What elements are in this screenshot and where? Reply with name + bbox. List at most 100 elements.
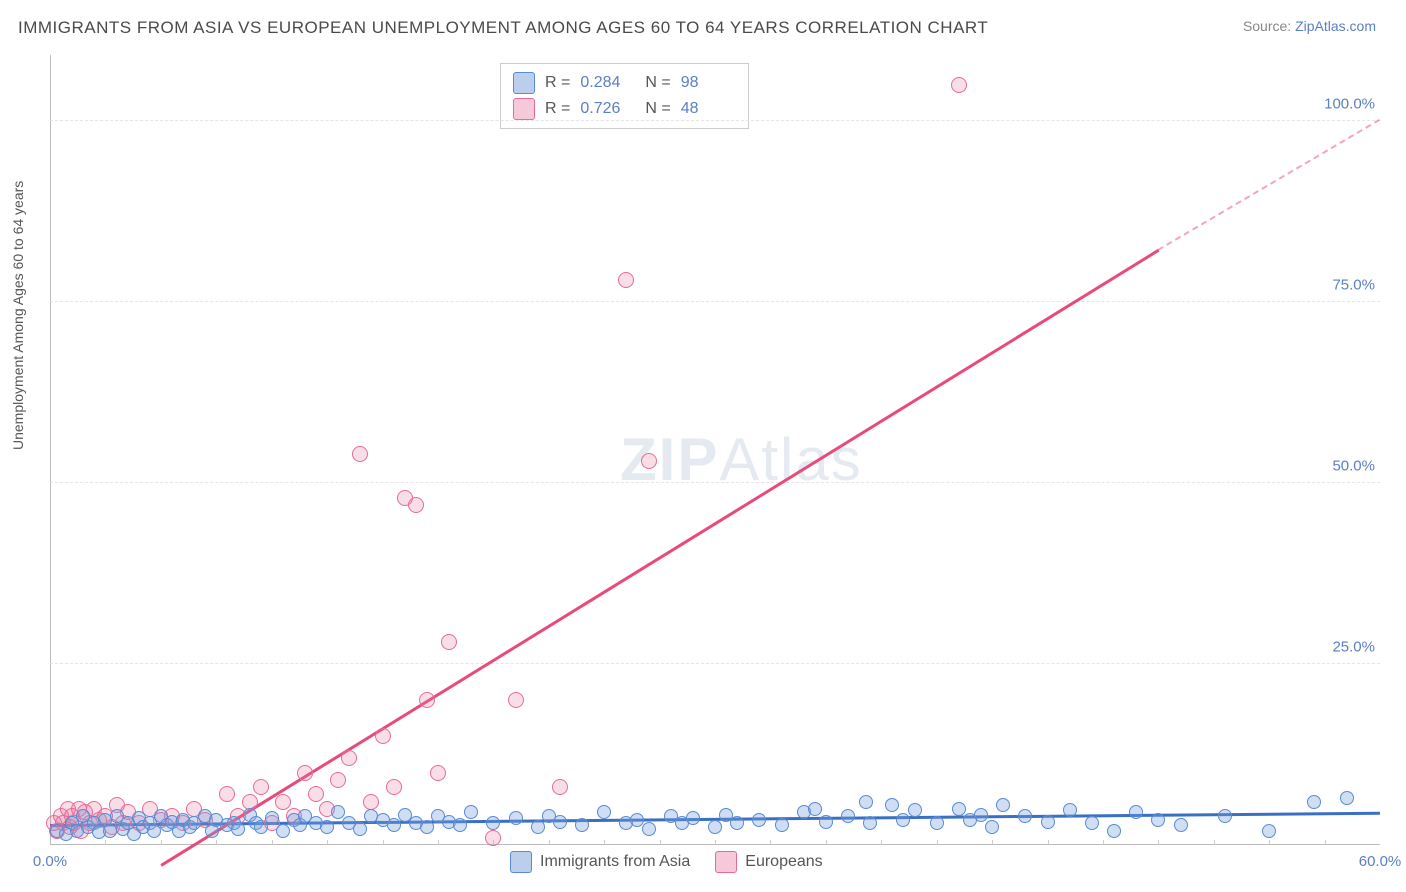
data-point — [808, 802, 822, 816]
data-point — [430, 765, 446, 781]
legend-item-asia: Immigrants from Asia — [510, 851, 690, 873]
y-tick-label: 25.0% — [1332, 639, 1375, 656]
x-minor-tick — [770, 840, 771, 845]
data-point — [485, 830, 501, 846]
n-label: N = — [645, 74, 670, 92]
n-label: N = — [645, 100, 670, 118]
data-point — [320, 820, 334, 834]
x-minor-tick — [1269, 840, 1270, 845]
data-point — [219, 786, 235, 802]
data-point — [1107, 824, 1121, 838]
data-point — [253, 779, 269, 795]
data-point — [930, 816, 944, 830]
data-point — [686, 811, 700, 825]
data-point — [147, 824, 161, 838]
data-point — [341, 750, 357, 766]
data-point — [453, 818, 467, 832]
series-legend: Immigrants from Asia Europeans — [510, 851, 823, 873]
swatch-pink-icon — [513, 98, 535, 120]
x-minor-tick — [1048, 840, 1049, 845]
data-point — [885, 798, 899, 812]
data-point — [386, 779, 402, 795]
data-point — [387, 818, 401, 832]
data-point — [642, 822, 656, 836]
n-value: 48 — [681, 100, 736, 118]
data-point — [509, 811, 523, 825]
data-point — [1063, 803, 1077, 817]
x-minor-tick — [161, 840, 162, 845]
legend-row-blue: R = 0.284 N = 98 — [513, 70, 736, 96]
data-point — [331, 805, 345, 819]
x-minor-tick — [660, 840, 661, 845]
legend-row-pink: R = 0.726 N = 48 — [513, 96, 736, 122]
data-point — [464, 805, 478, 819]
data-point — [297, 765, 313, 781]
data-point — [441, 634, 457, 650]
legend-item-europeans: Europeans — [715, 851, 822, 873]
data-point — [985, 820, 999, 834]
x-minor-tick — [1158, 840, 1159, 845]
y-tick-label: 50.0% — [1332, 458, 1375, 475]
data-point — [508, 692, 524, 708]
data-point — [330, 772, 346, 788]
r-label: R = — [545, 74, 570, 92]
gridline — [50, 663, 1380, 664]
source-attribution: Source: ZipAtlas.com — [1243, 18, 1376, 34]
data-point — [597, 805, 611, 819]
data-point — [1218, 809, 1232, 823]
data-point — [103, 824, 117, 838]
x-tick-label: 0.0% — [33, 853, 67, 870]
data-point — [841, 809, 855, 823]
swatch-blue-icon — [510, 851, 532, 873]
data-point — [1129, 805, 1143, 819]
data-point — [996, 798, 1010, 812]
data-point — [363, 794, 379, 810]
y-axis-label: Unemployment Among Ages 60 to 64 years — [10, 181, 26, 450]
data-point — [1085, 816, 1099, 830]
gridline — [50, 482, 1380, 483]
data-point — [708, 820, 722, 834]
x-minor-tick — [105, 840, 106, 845]
r-label: R = — [545, 100, 570, 118]
data-point — [353, 822, 367, 836]
source-link[interactable]: ZipAtlas.com — [1295, 18, 1376, 34]
x-minor-tick — [992, 840, 993, 845]
data-point — [1041, 815, 1055, 829]
x-minor-tick — [1325, 840, 1326, 845]
y-axis-line — [50, 55, 51, 845]
x-minor-tick — [715, 840, 716, 845]
x-minor-tick — [549, 840, 550, 845]
data-point — [819, 815, 833, 829]
data-point — [1174, 818, 1188, 832]
correlation-legend: R = 0.284 N = 98 R = 0.726 N = 48 — [500, 63, 749, 129]
swatch-blue-icon — [513, 72, 535, 94]
x-minor-tick — [438, 840, 439, 845]
data-point — [951, 77, 967, 93]
r-value: 0.284 — [580, 74, 635, 92]
data-point — [552, 779, 568, 795]
x-minor-tick — [604, 840, 605, 845]
data-point — [231, 822, 245, 836]
x-minor-tick — [1103, 840, 1104, 845]
data-point — [375, 728, 391, 744]
data-point — [531, 820, 545, 834]
data-point — [1307, 795, 1321, 809]
data-point — [1262, 824, 1276, 838]
data-point — [553, 815, 567, 829]
source-prefix: Source: — [1243, 18, 1295, 34]
data-point — [641, 453, 657, 469]
x-minor-tick — [1214, 840, 1215, 845]
data-point — [863, 816, 877, 830]
gridline — [50, 301, 1380, 302]
data-point — [420, 820, 434, 834]
data-point — [276, 824, 290, 838]
data-point — [1018, 809, 1032, 823]
x-tick-label: 60.0% — [1359, 853, 1402, 870]
data-point — [618, 272, 634, 288]
x-minor-tick — [383, 840, 384, 845]
x-minor-tick — [826, 840, 827, 845]
trendline — [1158, 119, 1381, 251]
data-point — [859, 795, 873, 809]
scatter-chart: R = 0.284 N = 98 R = 0.726 N = 48 ZIPAtl… — [50, 55, 1380, 845]
data-point — [752, 813, 766, 827]
